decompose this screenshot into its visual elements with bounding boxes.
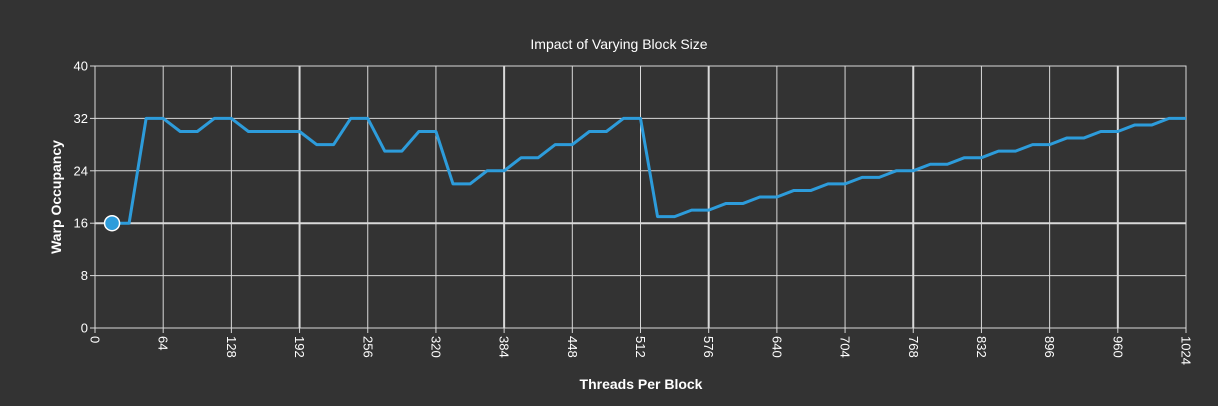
- x-tick-label: 320: [428, 336, 443, 358]
- chart-title: Impact of Varying Block Size: [530, 36, 707, 52]
- axes: [90, 65, 1187, 333]
- x-tick-label: 512: [633, 336, 648, 358]
- x-tick-labels: 0 64 128 192 256 320 384 448 512 576 640 704 768 832 8…: [88, 336, 1194, 365]
- series-line: [112, 116, 1186, 225]
- x-tick-label: 448: [565, 336, 580, 358]
- x-tick-label: 576: [701, 336, 716, 358]
- x-tick-label: 128: [224, 336, 239, 358]
- plot-area: [103, 116, 1186, 232]
- x-axis-title: Threads Per Block: [580, 376, 703, 392]
- y-axis-title: Warp Occupancy: [48, 140, 64, 254]
- y-tick-label: 16: [74, 216, 88, 231]
- x-tick-label: 704: [838, 336, 853, 358]
- x-tick-label: 256: [360, 336, 375, 358]
- x-tick-label: 192: [292, 336, 307, 358]
- y-tick-label: 24: [74, 163, 88, 178]
- y-tick-labels: 0 8 16 24 32 40: [74, 59, 88, 336]
- x-tick-label: 1024: [1179, 336, 1194, 365]
- y-tick-label: 32: [74, 111, 88, 126]
- y-tick-label: 8: [81, 268, 88, 283]
- x-tick-label: 896: [1042, 336, 1057, 358]
- x-tick-label: 64: [156, 336, 171, 350]
- x-tick-label: 832: [974, 336, 989, 358]
- x-tick-label: 384: [497, 336, 512, 358]
- highlight-point-marker[interactable]: [103, 214, 121, 232]
- grid: [94, 65, 1187, 329]
- x-tick-label: 640: [769, 336, 784, 358]
- x-tick-label: 960: [1110, 336, 1125, 358]
- y-tick-label: 0: [81, 321, 88, 336]
- y-tick-label: 40: [74, 59, 88, 74]
- x-tick-label: 0: [88, 336, 103, 343]
- x-tick-label: 768: [906, 336, 921, 358]
